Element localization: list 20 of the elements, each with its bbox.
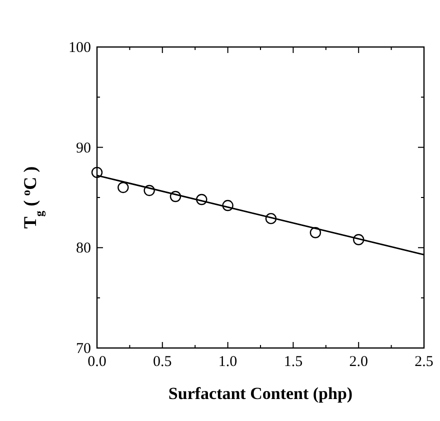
- point: [91, 166, 103, 178]
- point: [196, 194, 208, 206]
- x-tick-label: 0.5: [153, 354, 172, 370]
- point: [353, 234, 364, 246]
- point: [144, 184, 155, 196]
- x-tick-label: 2.0: [349, 354, 368, 370]
- x-tick-label: 2.5: [414, 354, 434, 370]
- x-axis-title: Surfactant Content (php): [168, 384, 353, 403]
- y-tick-label: 80: [76, 240, 91, 257]
- x-tick-label: 1.5: [284, 354, 303, 370]
- x-tick-label: 1.0: [218, 354, 238, 370]
- point: [170, 190, 182, 202]
- point: [265, 212, 277, 224]
- y-tick-label: 90: [76, 140, 91, 156]
- x-tick-label: 0.0: [88, 354, 106, 370]
- point: [310, 227, 322, 238]
- point: [118, 182, 129, 194]
- y-tick-label: 70: [76, 341, 91, 357]
- y-tick-label: 100: [68, 40, 91, 56]
- point: [222, 200, 234, 212]
